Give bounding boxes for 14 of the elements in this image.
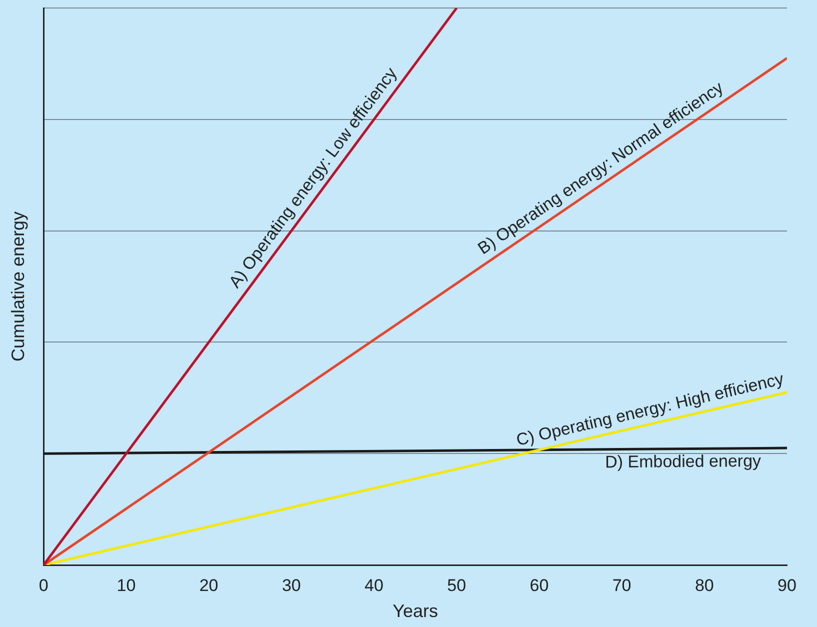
- x-tick-label: 60: [530, 576, 549, 595]
- x-tick-label: 0: [38, 576, 48, 595]
- x-tick-label: 80: [694, 576, 714, 595]
- x-tick-label: 30: [282, 576, 301, 595]
- x-tick-label: 70: [612, 576, 632, 595]
- y-axis-title: Cumulative energy: [8, 211, 28, 362]
- x-tick-label: 90: [778, 576, 796, 595]
- x-tick-label: 10: [116, 576, 136, 595]
- text: C) Operating energy: High efficiency: [514, 369, 786, 450]
- x-tick-label: 50: [447, 576, 466, 595]
- x-axis-title: Years: [392, 601, 438, 622]
- x-tick-label: 40: [364, 576, 384, 595]
- series-label: D) Embodied energy: [604, 451, 762, 472]
- x-tick-label: 20: [199, 576, 218, 595]
